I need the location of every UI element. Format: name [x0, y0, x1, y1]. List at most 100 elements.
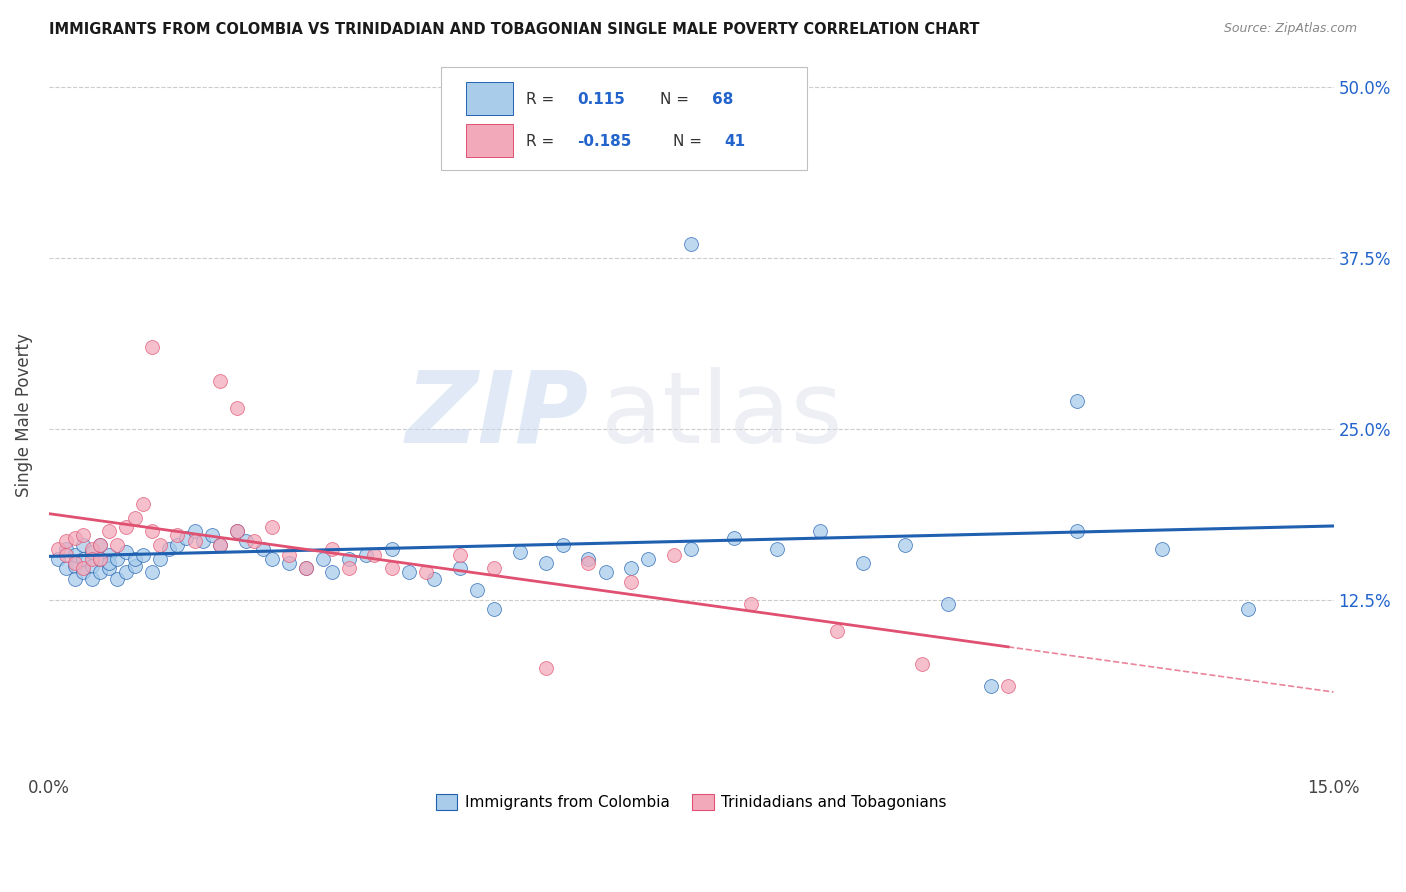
Point [363, 548, 385, 562]
Point [681, 237, 703, 252]
Text: 41: 41 [724, 134, 745, 149]
Point [63, 556, 86, 570]
Point [55, 542, 77, 557]
Point [89, 538, 111, 552]
Point [740, 597, 762, 611]
Point [97, 524, 120, 539]
Point [141, 566, 163, 580]
Point [201, 528, 224, 542]
Point [55, 533, 77, 548]
Point [55, 548, 77, 562]
Point [115, 545, 138, 559]
Point [723, 531, 745, 545]
Point [534, 556, 557, 570]
Point [157, 542, 180, 557]
FancyBboxPatch shape [467, 124, 513, 157]
Point [825, 624, 848, 639]
Point [509, 141, 531, 155]
Point [132, 497, 155, 511]
Point [63, 572, 86, 586]
Point [1066, 524, 1088, 539]
Point [808, 524, 831, 539]
Text: N =: N = [661, 92, 689, 107]
Point [72, 566, 94, 580]
Point [97, 548, 120, 562]
Point [124, 510, 146, 524]
Text: 68: 68 [711, 92, 733, 107]
Text: atlas: atlas [602, 367, 844, 464]
Point [107, 572, 129, 586]
Point [551, 538, 574, 552]
Point [449, 548, 471, 562]
Point [209, 538, 232, 552]
Point [534, 661, 557, 675]
Point [72, 561, 94, 575]
Point [321, 566, 343, 580]
Point [578, 556, 600, 570]
Point [97, 556, 120, 570]
Text: R =: R = [526, 134, 554, 149]
Point [63, 558, 86, 573]
Point [766, 542, 789, 557]
Point [398, 566, 420, 580]
Point [89, 566, 111, 580]
Point [141, 524, 163, 539]
Point [226, 524, 249, 539]
Point [484, 561, 506, 575]
Point [63, 531, 86, 545]
Point [115, 566, 138, 580]
Point [141, 340, 163, 354]
Text: -0.185: -0.185 [576, 134, 631, 149]
Point [997, 679, 1019, 693]
Point [63, 548, 86, 562]
Point [260, 520, 283, 534]
Point [980, 679, 1002, 693]
Point [226, 401, 249, 416]
Point [166, 538, 188, 552]
Point [124, 558, 146, 573]
Text: Source: ZipAtlas.com: Source: ZipAtlas.com [1223, 22, 1357, 36]
Point [89, 538, 111, 552]
Legend: Immigrants from Colombia, Trinidadians and Tobagonians: Immigrants from Colombia, Trinidadians a… [429, 789, 953, 816]
FancyBboxPatch shape [467, 82, 513, 115]
Point [449, 561, 471, 575]
Point [97, 561, 120, 575]
Point [72, 538, 94, 552]
FancyBboxPatch shape [440, 67, 807, 169]
Point [911, 657, 934, 671]
Point [1237, 602, 1260, 616]
Point [936, 597, 959, 611]
Point [183, 524, 205, 539]
Point [174, 531, 197, 545]
Point [312, 551, 335, 566]
Point [80, 558, 103, 573]
Point [423, 572, 446, 586]
Point [80, 545, 103, 559]
Point [72, 528, 94, 542]
Point [894, 538, 917, 552]
Point [46, 542, 69, 557]
Point [55, 561, 77, 575]
Point [191, 533, 214, 548]
Point [252, 542, 274, 557]
Point [115, 520, 138, 534]
Point [260, 551, 283, 566]
Point [380, 542, 402, 557]
Point [578, 551, 600, 566]
Point [89, 551, 111, 566]
Point [620, 574, 643, 589]
Point [662, 548, 685, 562]
Point [415, 566, 437, 580]
Text: ZIP: ZIP [405, 367, 589, 464]
Point [337, 561, 360, 575]
Point [277, 548, 299, 562]
Point [380, 561, 402, 575]
Point [226, 524, 249, 539]
Point [295, 561, 318, 575]
Text: IMMIGRANTS FROM COLOMBIA VS TRINIDADIAN AND TOBAGONIAN SINGLE MALE POVERTY CORRE: IMMIGRANTS FROM COLOMBIA VS TRINIDADIAN … [49, 22, 980, 37]
Point [637, 551, 659, 566]
Point [209, 374, 232, 388]
Point [124, 551, 146, 566]
Text: R =: R = [526, 92, 554, 107]
Point [89, 551, 111, 566]
